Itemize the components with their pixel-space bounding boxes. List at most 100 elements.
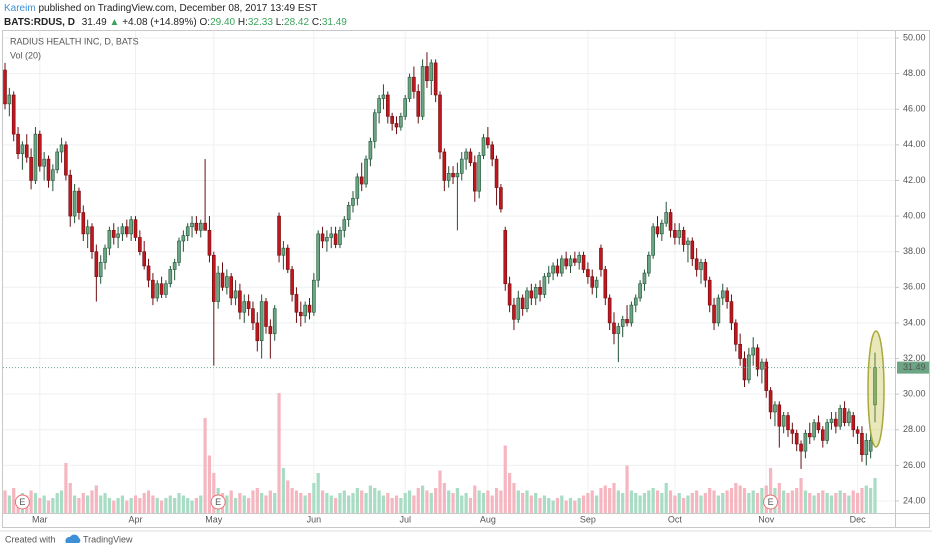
candle-body <box>760 361 764 370</box>
volume-bar <box>38 498 42 513</box>
volume-bar <box>164 498 168 513</box>
candle-body <box>390 116 394 124</box>
candle-body <box>738 343 742 359</box>
candle-body <box>377 98 381 114</box>
x-tick-label: May <box>205 514 223 524</box>
volume-bar <box>338 493 342 513</box>
footer-created: Created with <box>5 534 56 544</box>
candle-body <box>816 422 821 431</box>
candle-body <box>7 94 12 105</box>
volume-bar <box>703 493 707 513</box>
candle-layer <box>3 52 877 469</box>
volume-bar <box>490 495 494 513</box>
candle-body <box>699 262 703 270</box>
candle-body <box>46 158 51 181</box>
candle-body <box>573 258 577 263</box>
volume-bar <box>42 495 46 513</box>
volume-bar <box>690 493 694 513</box>
volume-bar <box>769 468 773 513</box>
candle-body <box>694 258 699 270</box>
candle-body <box>320 233 325 242</box>
candle-body <box>607 297 612 324</box>
volume-label: Vol (20) <box>10 50 41 60</box>
chart-title: RADIUS HEALTH INC, D, BATS <box>10 36 139 46</box>
candle-body <box>111 230 116 238</box>
volume-bar <box>860 488 864 513</box>
candle-body <box>355 176 360 199</box>
earnings-label: E <box>215 497 221 507</box>
volume-bar <box>716 495 720 513</box>
volume-bar <box>847 495 851 513</box>
candle-body <box>533 287 538 299</box>
chart-frame <box>2 30 930 528</box>
ohlc-low-label: L: <box>276 17 284 28</box>
candle-body <box>790 429 795 434</box>
volume-bar <box>625 465 629 513</box>
candle-body <box>842 408 847 423</box>
candle-body <box>612 322 616 334</box>
candle-body <box>494 158 499 188</box>
volume-bar <box>373 488 377 513</box>
candle-body <box>203 222 207 231</box>
volume-bar <box>821 490 825 513</box>
candle-body <box>764 361 769 391</box>
volume-bar <box>212 473 216 513</box>
candle-body <box>146 265 151 281</box>
volume-bar <box>186 498 190 513</box>
volume-bar <box>416 488 420 513</box>
volume-bar <box>603 485 607 513</box>
volume-bar <box>721 493 725 513</box>
volume-bar <box>125 500 129 513</box>
candle-body <box>786 415 790 431</box>
volume-bar <box>442 483 446 513</box>
candle-body <box>11 94 16 135</box>
volume-bar <box>525 490 529 513</box>
volume-bar <box>464 493 468 513</box>
volume-bar <box>394 495 399 513</box>
volume-bar <box>294 490 299 513</box>
candle-body <box>316 233 321 281</box>
volume-bar <box>138 498 142 513</box>
volume-bar <box>299 493 303 513</box>
candle-body <box>664 212 669 224</box>
volume-bar <box>712 490 716 513</box>
y-tick-label: 24.00 <box>903 495 926 505</box>
ohlc-close-label: C: <box>312 17 322 28</box>
candle-body <box>660 222 664 235</box>
x-tick-label: Nov <box>758 514 775 524</box>
volume-bar <box>407 490 412 513</box>
candle-body <box>459 158 464 174</box>
candle-body <box>499 187 503 210</box>
x-tick-label: Jun <box>307 514 322 524</box>
volume-bar <box>777 483 781 513</box>
volume-bar <box>790 490 794 513</box>
candle-body <box>416 91 421 117</box>
candle-body <box>551 265 555 274</box>
volume-bar <box>277 393 281 513</box>
header-line-1: Kareim published on TradingView.com, Dec… <box>4 3 317 14</box>
volume-bar <box>829 495 834 513</box>
candle-body <box>399 116 403 128</box>
volume-bar <box>177 493 181 513</box>
candle-body <box>85 226 90 235</box>
earnings-marker <box>210 494 226 510</box>
candle-body <box>33 133 38 181</box>
last-price-tag <box>897 361 929 374</box>
candle-body <box>338 230 342 245</box>
y-tick-label: 32.00 <box>903 353 926 363</box>
candle-body <box>673 230 677 238</box>
candle-body <box>372 112 377 142</box>
volume-bar <box>334 498 338 513</box>
candle-body <box>603 269 608 299</box>
candle-body <box>381 94 386 99</box>
volume-bar <box>447 490 451 513</box>
volume-bar <box>434 488 438 513</box>
last-price-label: 31.49 <box>903 362 926 372</box>
volume-bar <box>438 470 442 513</box>
candle-body <box>103 247 107 263</box>
candle-body <box>464 151 468 160</box>
candle-body <box>81 212 86 235</box>
volume-bar <box>247 498 251 513</box>
volume-bar <box>751 490 755 513</box>
candle-body <box>403 98 408 117</box>
